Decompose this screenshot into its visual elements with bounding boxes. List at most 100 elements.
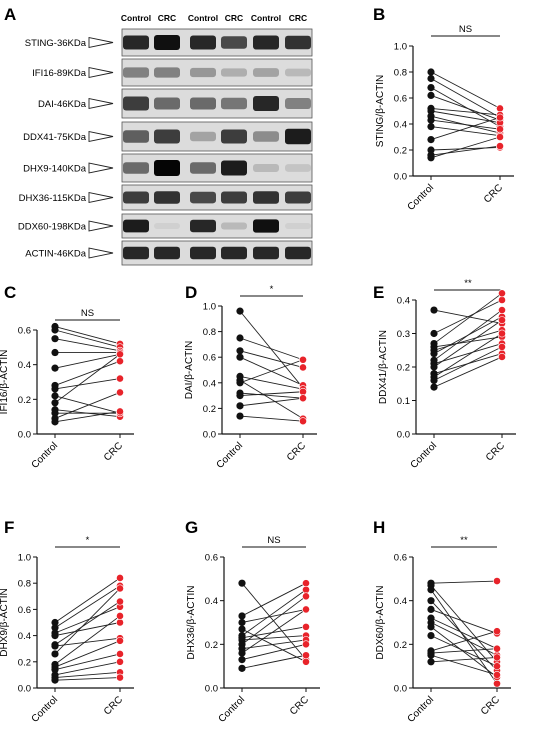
pair-line <box>430 107 501 116</box>
x-category-label: CRC <box>288 694 311 717</box>
pair-line <box>54 606 121 634</box>
blot-membrane <box>121 213 313 239</box>
protein-band <box>154 222 180 230</box>
protein-band <box>253 163 279 173</box>
significance-label: ** <box>460 535 468 546</box>
crc-point <box>498 306 506 314</box>
pair-line <box>54 653 121 671</box>
control-point <box>430 363 438 371</box>
pair-line <box>54 395 121 414</box>
y-tick-label: 0.0 <box>397 430 410 441</box>
protein-band <box>221 246 247 260</box>
control-point <box>236 392 244 400</box>
crc-point <box>493 679 501 688</box>
pair-line <box>430 600 498 671</box>
crc-point <box>116 574 124 582</box>
protein-band <box>190 35 216 50</box>
crc-point <box>116 612 124 620</box>
blot-membrane <box>121 240 313 266</box>
protein-band <box>285 222 311 230</box>
control-point <box>427 123 435 131</box>
control-point <box>236 334 244 342</box>
blot-membrane <box>121 121 313 152</box>
control-point <box>51 392 59 400</box>
pair-line <box>239 375 304 390</box>
x-category-label: Control <box>217 694 248 725</box>
control-point <box>51 409 59 417</box>
protein-band <box>123 219 149 233</box>
crc-point <box>498 296 506 304</box>
y-axis-label: STING/β-ACTIN <box>375 75 386 147</box>
protein-band <box>285 68 311 77</box>
control-point <box>51 618 59 627</box>
arrow-marker <box>88 247 114 259</box>
pair-line <box>433 292 503 344</box>
crc-point <box>498 353 506 361</box>
y-tick-label: 0.2 <box>18 395 31 406</box>
control-point <box>427 651 435 659</box>
panel-label-F: F <box>4 518 14 537</box>
pair-line <box>54 640 121 668</box>
crc-point <box>493 671 501 679</box>
pair-line <box>54 326 121 345</box>
control-point <box>430 383 438 391</box>
pair-line <box>54 622 121 637</box>
control-point <box>51 418 59 426</box>
y-tick-label: 0.4 <box>394 120 407 131</box>
y-tick-label: 0.6 <box>394 553 407 564</box>
crc-point <box>498 316 506 324</box>
control-point <box>430 376 438 384</box>
x-category-label: Control <box>409 440 440 471</box>
pair-line <box>54 677 121 681</box>
crc-point <box>493 644 501 653</box>
panel-G: G 0.0 0.2 0.4 0.6 Control CRC DHX36/β-ACTIN NS <box>185 518 320 725</box>
band-label: STING-36KDa <box>25 38 87 49</box>
y-tick-label: 0.0 <box>205 684 218 695</box>
y-tick-label: 0.0 <box>18 684 31 695</box>
protein-band <box>154 160 180 176</box>
y-tick-label: 0.0 <box>394 172 407 183</box>
x-category-label: Control <box>215 440 246 471</box>
arrow-marker <box>88 220 114 232</box>
pair-line <box>54 661 121 676</box>
lane-header: Control <box>251 13 281 23</box>
crc-point <box>116 650 124 658</box>
crc-point <box>302 579 310 588</box>
control-point <box>430 350 438 358</box>
arrow-marker <box>88 66 114 79</box>
control-point <box>51 666 59 674</box>
control-point <box>51 385 59 393</box>
pair-line <box>54 588 121 655</box>
y-tick-label: 0.6 <box>18 605 31 616</box>
y-tick-label: 0.2 <box>205 640 218 651</box>
crc-point <box>493 653 501 662</box>
control-point <box>427 597 435 605</box>
y-tick-label: 0.4 <box>205 596 218 607</box>
pair-line <box>54 585 121 629</box>
pair-line <box>239 350 304 368</box>
control-point <box>427 136 435 144</box>
crc-point <box>299 355 307 364</box>
y-axis-label: DAI/β-ACTIN <box>184 341 195 400</box>
protein-band <box>190 97 216 110</box>
arrow-marker <box>88 36 114 49</box>
protein-band <box>285 128 311 145</box>
pair-line <box>54 411 121 423</box>
y-tick-label: 0.6 <box>18 326 31 337</box>
protein-band <box>221 160 247 176</box>
panel-B: B 0.0 0.2 0.4 0.6 0.8 1.0 Control CRC STING/β-ACT… <box>373 5 514 213</box>
protein-band <box>253 35 279 50</box>
protein-band <box>285 191 311 204</box>
crc-point <box>493 662 501 671</box>
pair-line <box>433 346 503 381</box>
control-point <box>427 91 435 99</box>
protein-band <box>221 129 247 144</box>
blot-row: DHX9-140KDa <box>23 153 313 183</box>
x-category-label: Control <box>30 694 61 725</box>
x-category-label: CRC <box>285 440 308 463</box>
control-point <box>51 364 59 372</box>
pair-line <box>241 609 307 654</box>
control-point <box>427 623 435 631</box>
band-label: DDX41-75KDa <box>23 132 87 143</box>
pair-line <box>239 379 304 420</box>
